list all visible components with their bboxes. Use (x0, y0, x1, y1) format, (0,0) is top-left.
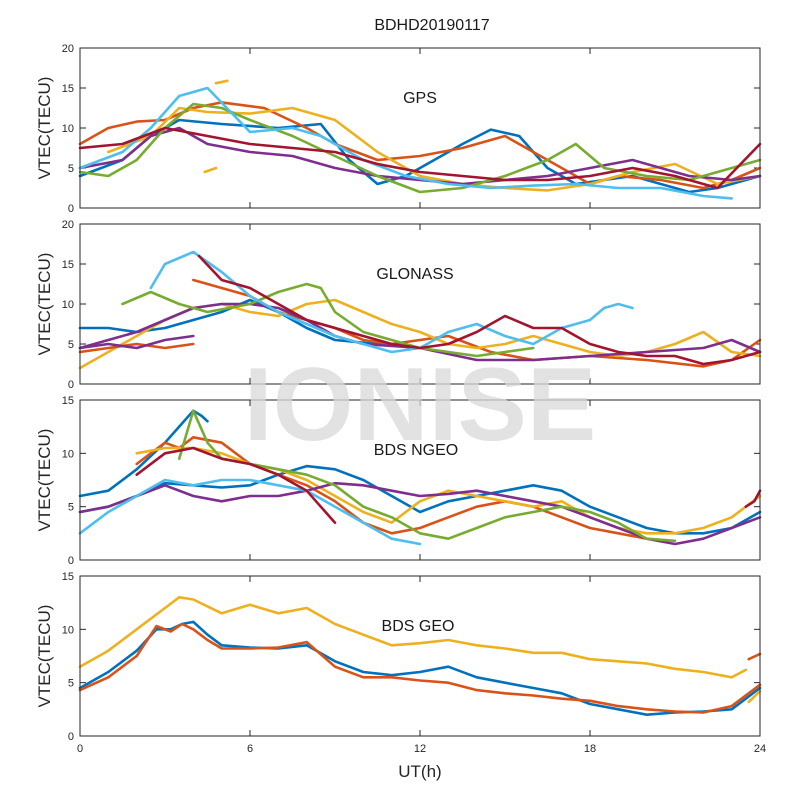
y-tick-label: 0 (68, 731, 74, 743)
axes-frame (79, 575, 761, 737)
axes-frame (79, 47, 761, 209)
panel-label: GLONASS (376, 266, 453, 283)
series-line (214, 79, 229, 85)
x-tick-label: 24 (754, 743, 766, 755)
figure-title: BDHD20190117 (374, 17, 489, 34)
y-tick-label: 0 (68, 203, 74, 215)
y-axis-label: VTEC(TECU) (35, 429, 54, 532)
y-axis-label: VTEC(TECU) (35, 77, 54, 180)
y-tick-label: 15 (62, 83, 74, 95)
series-line (78, 409, 209, 498)
series-line (744, 489, 762, 509)
series-line (135, 446, 337, 525)
x-tick-label: 12 (414, 743, 426, 755)
series-line (747, 689, 762, 704)
series-line (78, 101, 762, 190)
panel-gps: 0 5 10 15 20 GPS VTEC(TECU) (35, 43, 762, 215)
series-line (121, 282, 535, 358)
axes-frame (79, 399, 761, 561)
series-line (107, 106, 762, 192)
plot-area (80, 224, 760, 384)
series-line (78, 622, 762, 714)
y-tick-label: 0 (68, 555, 74, 567)
series-line (203, 166, 218, 174)
y-tick-label: 20 (62, 219, 74, 231)
y-axis-label: VTEC(TECU) (35, 253, 54, 356)
series-line (78, 102, 762, 194)
panel-bds-ngeo: 0 5 10 15 BDS NGEO VTEC(TECU) (35, 395, 762, 567)
series-line (78, 478, 422, 546)
series-line (78, 126, 762, 190)
series-line (78, 595, 748, 679)
plot-area (80, 576, 760, 736)
x-tick-label: 6 (247, 743, 253, 755)
panel-label: GPS (403, 90, 437, 107)
panel-label: BDS NGEO (374, 442, 458, 459)
series-line (197, 254, 762, 366)
series-line (78, 118, 762, 194)
series-line (78, 126, 762, 186)
series-line (747, 652, 762, 661)
axes-frame (79, 223, 761, 385)
panel-label: BDS GEO (382, 618, 455, 635)
y-tick-label: 10 (62, 624, 74, 636)
series-line (149, 250, 634, 354)
panel-bds-geo: 0 5 10 15 0 6 12 18 24 BDS GEO VTEC(TECU) (35, 571, 766, 755)
series-line (78, 334, 195, 350)
panels: 0 5 10 15 20 GPS VTEC(TECU) 0 5 10 15 20 GLONASS VTEC… (35, 43, 766, 755)
y-tick-label: 20 (62, 43, 74, 55)
series-line (135, 446, 762, 535)
x-tick-label: 0 (77, 743, 83, 755)
y-tick-label: 15 (62, 395, 74, 407)
y-tick-label: 5 (68, 678, 74, 690)
y-tick-label: 10 (62, 123, 74, 135)
y-tick-label: 15 (62, 571, 74, 583)
y-tick-label: 0 (68, 379, 74, 391)
watermark: IONISE (244, 347, 597, 463)
y-tick-label: 10 (62, 299, 74, 311)
y-tick-label: 5 (68, 502, 74, 514)
x-axis-label: UT(h) (398, 762, 441, 781)
panel-glonass: 0 5 10 15 20 GLONASS VTEC(TECU) (35, 219, 762, 391)
y-tick-label: 5 (68, 163, 74, 175)
y-tick-label: 5 (68, 339, 74, 351)
y-tick-label: 10 (62, 448, 74, 460)
series-line (78, 86, 734, 200)
y-tick-label: 15 (62, 259, 74, 271)
x-tick-label: 18 (584, 743, 596, 755)
y-axis-label: VTEC(TECU) (35, 605, 54, 708)
series-line (78, 342, 195, 354)
